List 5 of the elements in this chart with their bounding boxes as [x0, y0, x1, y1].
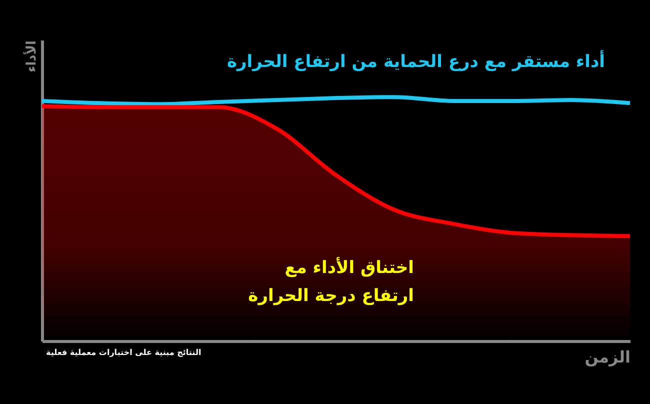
text: النتائج مبنية على اختبارات معملية فعلية: [46, 348, 202, 357]
annotation: اختناق الأداء مع ارتفاع درجة الحرارة: [248, 256, 414, 306]
y-axis-title: الأداء: [22, 40, 40, 72]
series-label: أداء مستقر مع درع الحماية من ارتفاع الحرارة: [226, 50, 605, 72]
x-axis-title: الزمن: [584, 348, 630, 366]
